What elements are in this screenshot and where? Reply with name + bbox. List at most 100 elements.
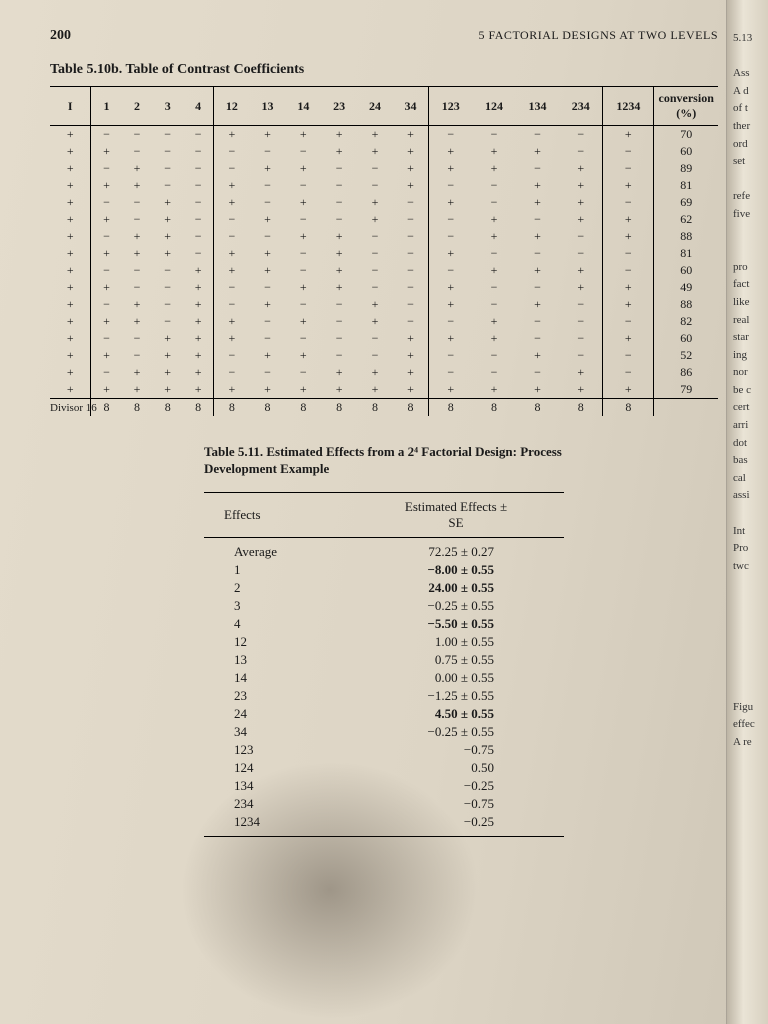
divisor-cell: 8 (285, 399, 321, 417)
table-511-title: Table 5.11. Estimated Effects from a 2⁴ … (204, 444, 564, 478)
contrast-cell: 69 (654, 194, 718, 211)
contrast-cell: + (214, 194, 250, 211)
contrast-cell: + (559, 262, 603, 279)
contrast-cell: − (516, 160, 560, 177)
contrast-cell: + (91, 211, 122, 228)
contrast-cell: − (429, 347, 473, 364)
contrast-cell: + (50, 381, 91, 399)
contrast-cell: − (321, 177, 357, 194)
effect-value: −0.25 ± 0.55 (348, 723, 564, 741)
contrast-cell: − (429, 211, 473, 228)
edge-fragment (733, 646, 764, 664)
contrast-cell: − (285, 364, 321, 381)
contrast-cell: − (472, 245, 516, 262)
contrast-cell: + (321, 381, 357, 399)
contrast-cell: − (152, 143, 183, 160)
contrast-cell: + (250, 296, 286, 313)
contrast-cell: + (91, 143, 122, 160)
contrast-cell: + (357, 126, 393, 144)
edge-fragment (733, 681, 764, 699)
contrast-cell: + (603, 296, 654, 313)
contrast-cell: + (285, 347, 321, 364)
contrast-cell: − (321, 347, 357, 364)
contrast-cell: − (214, 228, 250, 245)
edge-fragment: assi (733, 487, 764, 505)
contrast-cell: 49 (654, 279, 718, 296)
col-4: 4 (183, 87, 214, 126)
effects-row: 1−8.00 ± 0.55 (204, 561, 564, 579)
contrast-cell: + (603, 126, 654, 144)
est-top: Estimated Effects ± (352, 499, 560, 515)
contrast-cell: − (321, 194, 357, 211)
contrast-cell: + (183, 262, 214, 279)
contrast-cell: + (321, 279, 357, 296)
contrast-cell: − (183, 245, 214, 262)
contrast-cell: + (285, 194, 321, 211)
contrast-cell: + (91, 245, 122, 262)
contrast-cell: + (122, 364, 153, 381)
effect-label: 124 (204, 759, 348, 777)
contrast-cell: − (152, 313, 183, 330)
edge-fragment: cal (733, 470, 764, 488)
contrast-cell: − (214, 211, 250, 228)
contrast-cell: 70 (654, 126, 718, 144)
contrast-cell: − (214, 364, 250, 381)
contrast-cell: − (559, 143, 603, 160)
contrast-cell: − (357, 279, 393, 296)
contrast-cell: + (122, 177, 153, 194)
contrast-cell: + (429, 194, 473, 211)
contrast-cell: + (50, 143, 91, 160)
contrast-cell: − (429, 313, 473, 330)
contrast-cell: − (603, 143, 654, 160)
contrast-cell: + (50, 177, 91, 194)
contrast-cell: + (50, 279, 91, 296)
contrast-cell: − (91, 262, 122, 279)
contrast-cell: − (122, 143, 153, 160)
effects-row: 1240.50 (204, 759, 564, 777)
chapter-heading: 5 FACTORIAL DESIGNS AT TWO LEVELS (478, 28, 718, 44)
col-1234: 1234 (603, 87, 654, 126)
contrast-cell: + (603, 330, 654, 347)
contrast-cell: + (321, 262, 357, 279)
contrast-cell: − (152, 160, 183, 177)
contrast-cell: − (250, 313, 286, 330)
contrast-cell: 60 (654, 143, 718, 160)
contrast-cell: + (285, 126, 321, 144)
contrast-table: I 1 2 3 4 12 13 14 23 24 34 123 124 134 … (50, 86, 718, 416)
contrast-row: +++−++−+−+−−+−−−82 (50, 313, 718, 330)
contrast-cell: + (603, 211, 654, 228)
contrast-cell: + (393, 143, 429, 160)
contrast-cell: + (183, 296, 214, 313)
contrast-cell: − (357, 177, 393, 194)
contrast-cell: − (516, 126, 560, 144)
effects-row: 121.00 ± 0.55 (204, 633, 564, 651)
col-134: 134 (516, 87, 560, 126)
contrast-cell: + (516, 381, 560, 399)
contrast-cell: − (122, 211, 153, 228)
effect-label: 1234 (204, 813, 348, 837)
edge-fragment: of t (733, 100, 764, 118)
edge-fragment: be c (733, 382, 764, 400)
col-14: 14 (285, 87, 321, 126)
contrast-cell: − (122, 347, 153, 364)
contrast-cell: + (393, 177, 429, 194)
contrast-cell: − (559, 347, 603, 364)
effect-value: 1.00 ± 0.55 (348, 633, 564, 651)
contrast-cell: + (472, 160, 516, 177)
contrast-cell: + (152, 381, 183, 399)
contrast-cell: − (357, 330, 393, 347)
edge-fragment: nor (733, 364, 764, 382)
effect-label: 4 (204, 615, 348, 633)
contrast-cell: − (250, 330, 286, 347)
contrast-cell: + (472, 313, 516, 330)
contrast-cell: − (183, 143, 214, 160)
contrast-cell: + (429, 296, 473, 313)
edge-fragment: 5.13 (733, 30, 764, 48)
edge-fragment (733, 593, 764, 611)
contrast-cell: − (603, 347, 654, 364)
conversion-label-top: conversion (654, 91, 718, 106)
contrast-cell: + (122, 313, 153, 330)
contrast-cell: − (472, 126, 516, 144)
contrast-cell: + (472, 228, 516, 245)
contrast-cell: + (50, 194, 91, 211)
